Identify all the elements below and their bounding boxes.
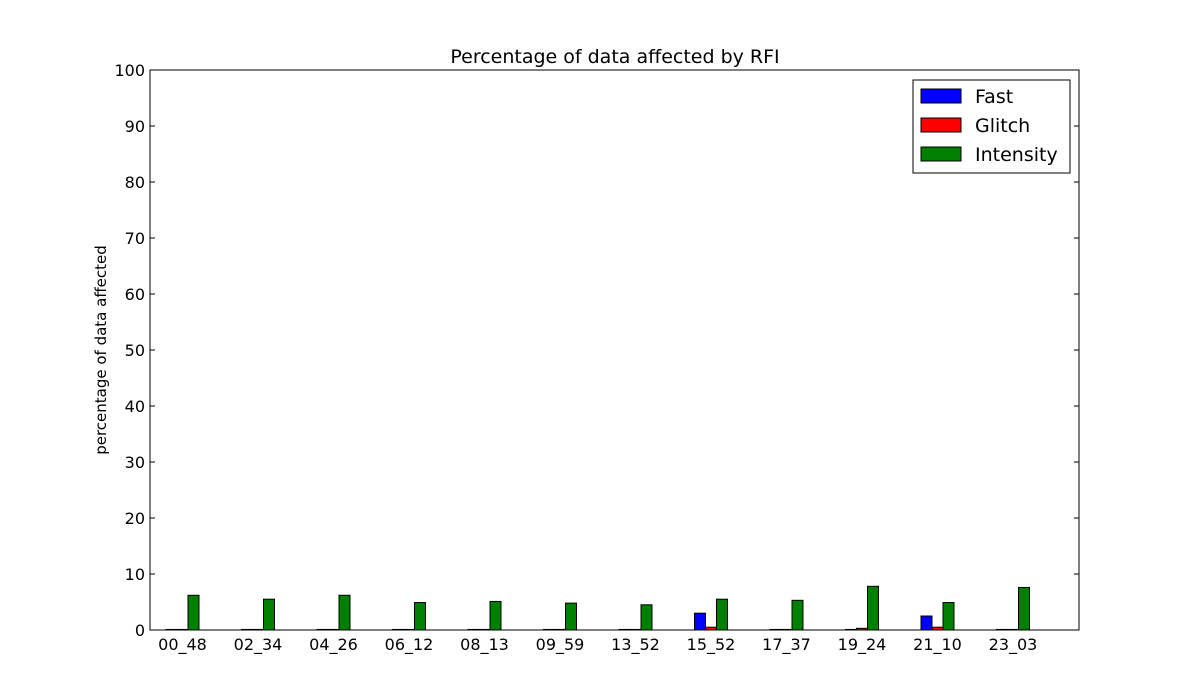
plot-frame [149, 69, 1080, 631]
x-tick-label: 17_37 [762, 635, 811, 655]
legend-label-fast: Fast [975, 86, 1013, 108]
bar-intensity-04_26 [338, 594, 351, 631]
bar-intensity-02_34 [263, 598, 275, 631]
x-tick-label: 23_03 [989, 635, 1038, 655]
y-tick-label: 50 [125, 341, 145, 360]
y-tick-label: 0 [135, 621, 145, 640]
x-tick-label: 15_52 [687, 635, 736, 655]
legend-swatch-glitch [920, 117, 962, 133]
legend-swatch-fast [920, 88, 962, 104]
bar-intensity-15_52 [716, 598, 728, 631]
y-tick-label: 60 [125, 285, 145, 304]
y-tick-label: 10 [125, 565, 145, 584]
x-tick-label: 13_52 [611, 635, 660, 655]
y-tick-label: 80 [125, 173, 145, 192]
bar-intensity-06_12 [414, 602, 426, 631]
y-tick-label: 40 [125, 397, 145, 416]
legend-label-glitch: Glitch [975, 115, 1030, 137]
y-tick-label: 30 [125, 453, 145, 472]
bar-fast-15_52 [694, 612, 706, 631]
y-tick-label: 70 [125, 229, 145, 248]
y-tick-label: 20 [125, 509, 145, 528]
x-tick-label: 06_12 [385, 635, 434, 655]
legend-label-intensity: Intensity [975, 144, 1058, 166]
bar-intensity-09_59 [565, 602, 577, 631]
y-tick-label: 100 [114, 61, 145, 80]
bar-intensity-23_03 [1018, 586, 1030, 631]
ticks-layer: 0 10 20 30 40 50 60 70 80 90 100 00_48 02_34 04_26 06_… [114, 61, 1079, 655]
bar-intensity-08_13 [489, 600, 502, 631]
bar-intensity-17_37 [791, 599, 804, 631]
x-tick-label: 08_13 [460, 635, 509, 655]
x-tick-label: 21_10 [913, 635, 962, 655]
x-tick-label: 02_34 [234, 635, 283, 655]
x-tick-label: 00_48 [158, 635, 207, 655]
bar-intensity-13_52 [640, 604, 653, 631]
bar-fast-21_10 [920, 615, 933, 631]
x-tick-label: 04_26 [309, 635, 358, 655]
y-axis-label: percentage of data affected [92, 245, 110, 455]
x-tick-label: 19_24 [838, 635, 887, 655]
x-tick-label: 09_59 [536, 635, 585, 655]
y-tick-label: 90 [125, 117, 145, 136]
bar-intensity-00_48 [187, 594, 200, 631]
bar-intensity-21_10 [942, 602, 955, 631]
legend: Fast Glitch Intensity [912, 79, 1071, 174]
chart-title: Percentage of data affected by RFI [450, 46, 779, 68]
legend-swatch-intensity [920, 146, 962, 162]
bar-intensity-19_24 [867, 585, 879, 631]
